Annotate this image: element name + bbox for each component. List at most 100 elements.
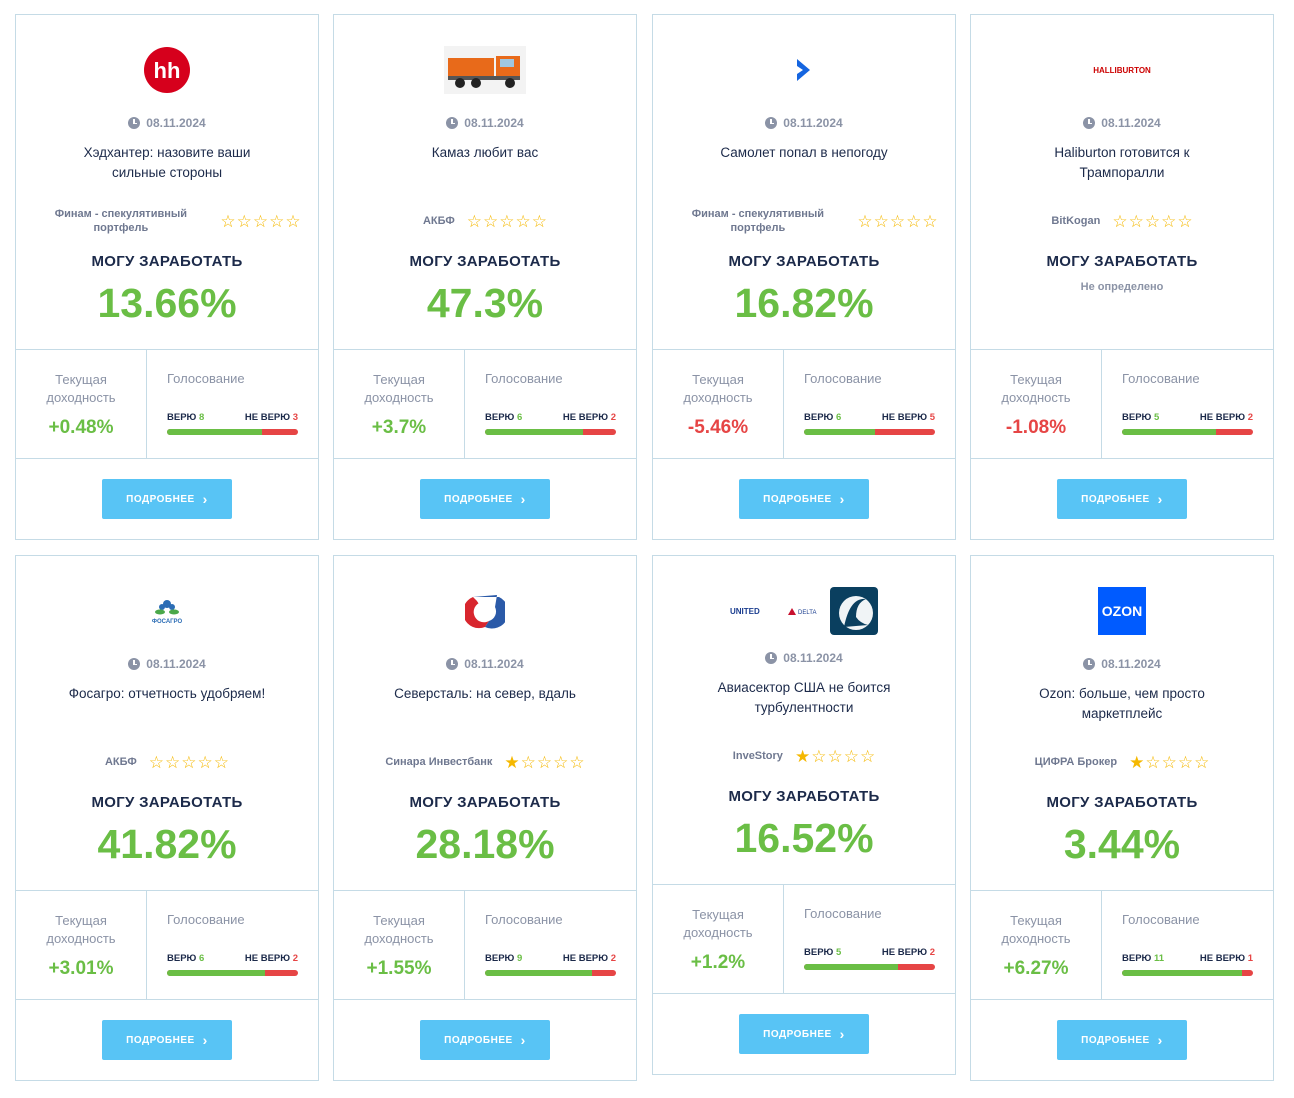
- idea-title[interactable]: Haliburton готовится к Трампоралли: [1054, 145, 1190, 180]
- disbelieve-count[interactable]: НЕ ВЕРЮ 2: [562, 412, 616, 423]
- believe-count[interactable]: ВЕРЮ 6: [485, 412, 523, 423]
- star-empty-icon: ☆: [1177, 211, 1193, 231]
- star-empty-icon: ☆: [515, 211, 531, 231]
- believe-count[interactable]: ВЕРЮ 8: [167, 412, 205, 423]
- author-row: BitKogan ☆ ☆ ☆ ☆ ☆: [971, 206, 1273, 236]
- vote-counts: ВЕРЮ 5 НЕ ВЕРЮ 2: [1122, 412, 1253, 423]
- earn-label: МОГУ ЗАРАБОТАТЬ: [91, 253, 243, 270]
- idea-title[interactable]: Камаз любит вас: [431, 145, 539, 160]
- earn-label: МОГУ ЗАРАБОТАТЬ: [728, 788, 880, 805]
- voting-label: Голосование: [804, 906, 882, 921]
- voting-label: Голосование: [167, 371, 245, 386]
- more-button[interactable]: ПОДРОБНЕЕ ›: [420, 1020, 550, 1060]
- disbelieve-count[interactable]: НЕ ВЕРЮ 2: [1199, 412, 1253, 423]
- earn-label: МОГУ ЗАРАБОТАТЬ: [91, 794, 243, 811]
- rating-stars: ☆ ☆ ☆ ☆ ☆: [149, 754, 229, 771]
- voting-label: Голосование: [167, 912, 245, 927]
- voting-label: Голосование: [804, 371, 882, 386]
- current-yield-value: +3.7%: [371, 417, 427, 438]
- disbelieve-count[interactable]: НЕ ВЕРЮ 5: [881, 412, 935, 423]
- author-name[interactable]: АКБФ: [104, 756, 137, 768]
- idea-title[interactable]: Авиасектор США не боится турбулентности: [717, 680, 891, 715]
- card-stats: Текущая доходность +0.48% Голосование ВЕР…: [16, 350, 318, 459]
- earn-label: МОГУ ЗАРАБОТАТЬ: [728, 253, 880, 270]
- idea-card: hh 08.11.2024 Хэдхантер: назовите ваши с…: [15, 14, 319, 540]
- star-empty-icon: ☆: [1144, 211, 1161, 231]
- current-yield-label: Текущая доходность: [683, 372, 753, 405]
- idea-title[interactable]: Ozon: больше, чем просто маркетплейс: [1039, 686, 1205, 721]
- more-button[interactable]: ПОДРОБНЕЕ ›: [102, 1020, 232, 1060]
- earn-label: МОГУ ЗАРАБОТАТЬ: [1046, 253, 1198, 270]
- more-button[interactable]: ПОДРОБНЕЕ ›: [420, 479, 550, 519]
- star-empty-icon: ☆: [889, 211, 906, 231]
- card-header: 08.11.2024 Камаз любит вас АКБФ ☆ ☆ ☆ ☆ ☆ МО…: [334, 15, 636, 350]
- disbelieve-count[interactable]: НЕ ВЕРЮ 2: [881, 947, 935, 958]
- believe-count[interactable]: ВЕРЮ 6: [804, 412, 842, 423]
- voting: Голосование ВЕРЮ 5 НЕ ВЕРЮ 2: [784, 885, 955, 993]
- clock-icon: [1083, 117, 1096, 129]
- earn-value: 41.82%: [97, 821, 237, 867]
- disbelieve-count[interactable]: НЕ ВЕРЮ 3: [244, 412, 298, 423]
- believe-count[interactable]: ВЕРЮ 6: [167, 953, 205, 964]
- current-yield-value: +0.48%: [48, 417, 114, 438]
- current-yield: Текущая доходность +1.55%: [334, 891, 465, 999]
- svg-text:hh: hh: [154, 58, 181, 83]
- star-empty-icon: ☆: [553, 752, 569, 772]
- vote-bar: [804, 964, 935, 970]
- idea-title[interactable]: Хэдхантер: назовите ваши сильные стороны: [83, 145, 251, 180]
- believe-count[interactable]: ВЕРЮ 5: [804, 947, 842, 958]
- idea-title[interactable]: Самолет попал в непогоду: [720, 145, 888, 160]
- rating-stars: ☆ ☆ ☆ ☆ ☆: [220, 213, 300, 230]
- card-footer: ПОДРОБНЕЕ ›: [16, 459, 318, 539]
- more-button[interactable]: ПОДРОБНЕЕ ›: [1057, 479, 1187, 519]
- chevron-right-icon: ›: [839, 1026, 845, 1042]
- svg-text:DELTA: DELTA: [798, 610, 816, 616]
- rating-stars: ★ ☆ ☆ ☆ ☆: [795, 748, 875, 765]
- more-button[interactable]: ПОДРОБНЕЕ ›: [102, 479, 232, 519]
- author-name[interactable]: АКБФ: [422, 215, 455, 227]
- card-stats: Текущая доходность -5.46% Голосование ВЕР…: [653, 350, 955, 459]
- vote-bar: [485, 429, 616, 435]
- vote-bar-fill: [485, 429, 584, 435]
- star-empty-icon: ☆: [873, 211, 889, 231]
- card-stats: Текущая доходность +3.01% Голосование ВЕР…: [16, 891, 318, 1000]
- card-header: ФОСАГРО 08.11.2024 Фосагро: отчетность у…: [16, 556, 318, 891]
- current-yield-label: Текущая доходность: [46, 913, 116, 946]
- idea-title[interactable]: Фосагро: отчетность удобряем!: [68, 686, 266, 701]
- believe-count[interactable]: ВЕРЮ 9: [485, 953, 523, 964]
- star-empty-icon: ☆: [466, 211, 483, 231]
- disbelieve-count[interactable]: НЕ ВЕРЮ 1: [1199, 953, 1253, 964]
- chevron-right-icon: ›: [1157, 1032, 1163, 1048]
- voting: Голосование ВЕРЮ 6 НЕ ВЕРЮ 2: [147, 891, 318, 999]
- vote-counts: ВЕРЮ 6 НЕ ВЕРЮ 2: [485, 412, 616, 423]
- vote-bar-fill: [167, 429, 263, 435]
- company-logo: ФОСАГРО: [16, 586, 318, 636]
- star-empty-icon: ☆: [843, 746, 859, 766]
- author-name[interactable]: BitKogan: [1051, 215, 1101, 227]
- more-button[interactable]: ПОДРОБНЕЕ ›: [739, 1014, 869, 1054]
- idea-title[interactable]: Северсталь: на север, вдаль: [394, 686, 576, 701]
- current-yield-label: Текущая доходность: [364, 913, 434, 946]
- disbelieve-count[interactable]: НЕ ВЕРЮ 2: [244, 953, 298, 964]
- author-name[interactable]: Синара Инвестбанк: [385, 756, 493, 768]
- author-name[interactable]: Финам - спекулятивный портфель: [54, 208, 188, 234]
- more-button[interactable]: ПОДРОБНЕЕ ›: [739, 479, 869, 519]
- star-filled-icon: ★: [504, 752, 520, 772]
- card-footer: ПОДРОБНЕЕ ›: [334, 459, 636, 539]
- star-empty-icon: ☆: [520, 752, 536, 772]
- disbelieve-count[interactable]: НЕ ВЕРЮ 2: [562, 953, 616, 964]
- more-button[interactable]: ПОДРОБНЕЕ ›: [1057, 1020, 1187, 1060]
- believe-count[interactable]: ВЕРЮ 11: [1122, 953, 1165, 964]
- card-header: OZON 08.11.2024 Ozon: больше, чем просто…: [971, 556, 1273, 891]
- vote-counts: ВЕРЮ 6 НЕ ВЕРЮ 5: [804, 412, 935, 423]
- star-empty-icon: ☆: [236, 211, 252, 231]
- clock-icon: [128, 658, 141, 670]
- author-name[interactable]: ЦИФРА Брокер: [1034, 756, 1118, 768]
- publish-date: 08.11.2024: [653, 651, 955, 665]
- card-footer: ПОДРОБНЕЕ ›: [653, 459, 955, 539]
- author-name[interactable]: InveStory: [732, 750, 783, 762]
- author-name[interactable]: Финам - спекулятивный портфель: [691, 208, 825, 234]
- vote-bar-fill: [1122, 429, 1216, 435]
- believe-count[interactable]: ВЕРЮ 5: [1122, 412, 1160, 423]
- card-header: 08.11.2024 Самолет попал в непогоду Фина…: [653, 15, 955, 350]
